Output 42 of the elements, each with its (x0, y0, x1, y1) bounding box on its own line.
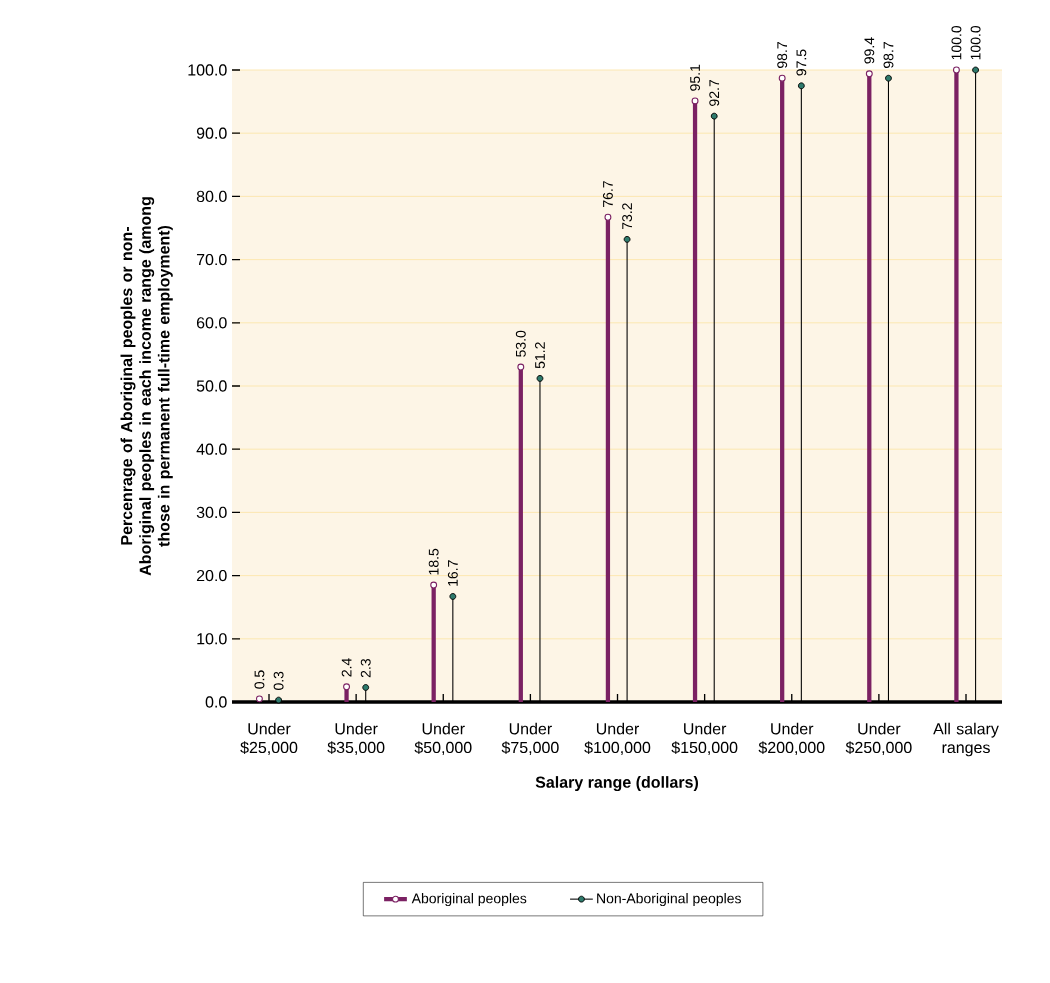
data-label: 95.1 (690, 64, 701, 91)
x-tick-label: Under $50,000 (414, 722, 472, 756)
data-label: 2.3 (360, 659, 371, 678)
legend-label: Aboriginal peoples (411, 893, 527, 907)
data-label: 18.5 (428, 548, 439, 575)
y-tick-label: 0.0 (205, 696, 227, 708)
y-tick-label: 50.0 (196, 380, 227, 392)
data-label: 2.4 (341, 658, 352, 677)
x-tick-label: All salary ranges (933, 722, 999, 757)
x-tick-label: Under $250,000 (845, 722, 912, 756)
y-axis-title: Percenrage of Aboriginal peoples or non-Aboriginal peoples in each income range (among those in permanent full-time employment) (120, 197, 173, 576)
x-tick-label: Under $150,000 (671, 722, 738, 756)
x-tick-label: Under $200,000 (758, 722, 825, 756)
data-label: 99.4 (864, 37, 875, 64)
data-label: 16.7 (447, 560, 458, 586)
y-tick-label: 10.0 (197, 633, 227, 645)
x-tick-label: Under $35,000 (327, 722, 385, 756)
data-label: 51.2 (535, 342, 545, 369)
data-label: 97.5 (796, 49, 807, 76)
data-label: 76.7 (602, 181, 613, 207)
data-label: 0.5 (254, 670, 265, 689)
data-label: 98.7 (777, 42, 788, 68)
legend-label: Non-Aboriginal peoples (597, 893, 741, 907)
y-tick-label: 20.0 (196, 569, 227, 582)
y-tick-label: 100.0 (188, 64, 227, 76)
y-tick-label: 70.0 (196, 253, 227, 266)
data-label: 100.0 (951, 25, 962, 60)
y-tick-label: 40.0 (196, 443, 227, 455)
data-label: 98.7 (883, 42, 894, 68)
x-axis-title: Salary range (dollars) (535, 776, 699, 792)
data-label: 0.3 (273, 671, 284, 690)
x-tick-label: Under $75,000 (501, 722, 559, 756)
y-tick-label: 30.0 (196, 506, 227, 519)
data-label: 73.2 (622, 203, 633, 230)
x-tick-label: Under $100,000 (584, 722, 651, 756)
data-label: 100.0 (970, 25, 981, 60)
x-tick-label: Under $25,000 (240, 722, 298, 756)
y-tick-label: 80.0 (196, 190, 227, 203)
y-tick-label: 60.0 (196, 317, 227, 329)
data-label: 92.7 (709, 80, 720, 106)
y-tick-label: 90.0 (196, 127, 227, 139)
data-label: 53.0 (515, 330, 526, 357)
